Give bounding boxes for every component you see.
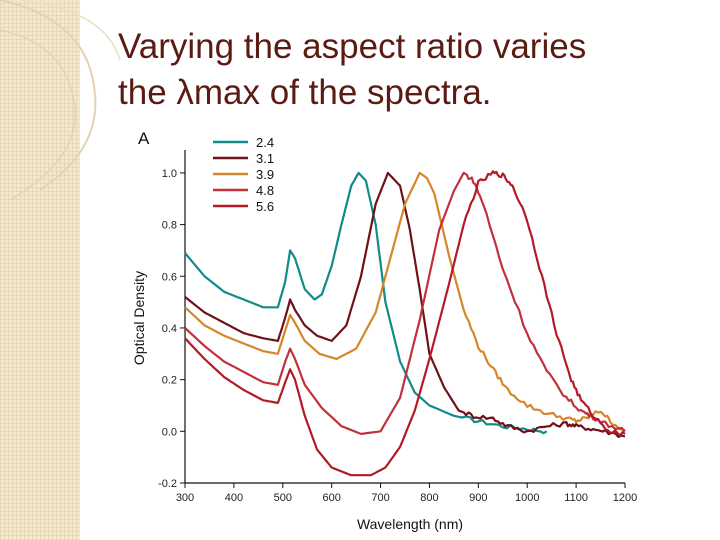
- x-tick-label: 1100: [564, 492, 588, 504]
- x-tick-label: 700: [371, 492, 389, 504]
- y-axis-label: Optical Density: [131, 271, 147, 365]
- x-tick-label: 1000: [515, 492, 539, 504]
- series-line-5.6: [184, 170, 626, 477]
- series-line-4.8: [184, 171, 626, 435]
- x-tick-label: 800: [420, 492, 438, 504]
- legend-label-5.6: 5.6: [256, 199, 274, 214]
- x-tick-label: 300: [176, 492, 194, 504]
- spectra-line-chart: A 300 400 500 600 700 800 900 1000 1100 1200 -0.2 0…: [131, 129, 637, 532]
- series-line-3.1: [184, 171, 626, 438]
- y-tick-label: 0.6: [162, 271, 177, 283]
- legend-label-4.8: 4.8: [256, 183, 274, 198]
- legend-label-3.9: 3.9: [256, 167, 274, 182]
- x-tick-label: 600: [322, 492, 340, 504]
- x-tick-label: 1200: [613, 492, 637, 504]
- y-tick-label: 0.4: [162, 323, 177, 335]
- x-tick-label: 900: [469, 492, 487, 504]
- slide-title-line-2: the λmax of the spectra.: [118, 73, 492, 112]
- y-tick-label: 0.2: [162, 375, 177, 387]
- x-tick-label: 500: [274, 492, 292, 504]
- panel-label: A: [138, 129, 150, 148]
- y-tick-label: 0.8: [162, 220, 177, 232]
- decorative-arcs: [0, 0, 121, 200]
- legend-label-3.1: 3.1: [256, 151, 274, 166]
- y-tick-label: -0.2: [158, 478, 177, 490]
- legend-label-2.4: 2.4: [256, 135, 274, 150]
- series-line-3.9: [184, 171, 626, 433]
- y-tick-label: 1.0: [162, 168, 177, 180]
- x-tick-label: 400: [225, 492, 243, 504]
- slide-title-line-1: Varying the aspect ratio varies: [118, 27, 587, 66]
- y-tick-label: 0.0: [162, 426, 177, 438]
- slide-title: Varying the aspect ratio varies the λmax…: [118, 24, 708, 116]
- x-axis-label: Wavelength (nm): [357, 516, 463, 532]
- series-line-2.4: [184, 171, 548, 435]
- decorative-side-strip: [0, 0, 80, 540]
